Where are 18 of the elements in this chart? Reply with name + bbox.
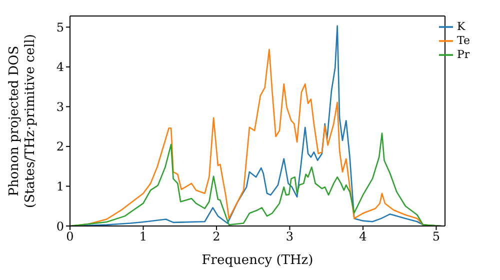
y-tick-label: 2: [56, 140, 64, 154]
y-tick-label: 0: [56, 219, 64, 234]
legend-label: Te: [457, 34, 470, 48]
x-tick-label: 1: [139, 230, 148, 244]
legend-label: Pr: [457, 48, 470, 62]
x-tick-label: 2: [212, 230, 220, 244]
y-axis-title: Phonon projected DOS (States/THz·primitive cell): [7, 34, 38, 208]
x-tick-label: 0: [66, 230, 74, 244]
legend-label: K: [457, 20, 466, 33]
y-tick-label: 1: [56, 179, 64, 194]
y-tick-label: 4: [56, 60, 64, 74]
y-tick-label: 5: [56, 20, 64, 34]
x-tick-label: 3: [286, 230, 294, 244]
x-tick-label: 5: [432, 230, 440, 244]
x-axis-title: Frequency (THz): [202, 253, 314, 268]
x-tick-label: 4: [359, 230, 368, 244]
y-tick-label: 3: [56, 100, 64, 114]
line-series: [70, 132, 442, 226]
